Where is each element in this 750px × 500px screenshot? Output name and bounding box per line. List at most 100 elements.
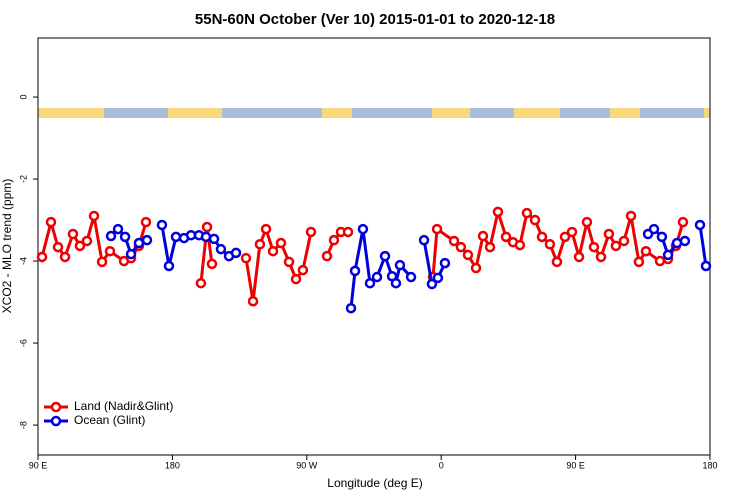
x-tick-label: 0 <box>439 460 444 470</box>
y-tick-label: -2 <box>18 175 28 183</box>
mask-ocean <box>222 108 322 118</box>
data-point <box>439 257 451 269</box>
data-point <box>170 231 182 243</box>
data-point <box>648 223 660 235</box>
data-point <box>700 260 712 272</box>
legend-label: Ocean (Glint) <box>74 413 145 427</box>
data-point <box>195 277 207 289</box>
data-point <box>573 251 585 263</box>
data-point <box>394 259 406 271</box>
data-point <box>275 237 287 249</box>
data-point <box>200 231 212 243</box>
data-point <box>500 231 512 243</box>
data-point <box>640 245 652 257</box>
data-point <box>206 258 218 270</box>
data-point <box>521 207 533 219</box>
data-point <box>470 262 482 274</box>
data-point <box>566 226 578 238</box>
data-point <box>208 233 220 245</box>
y-tick-label: -4 <box>18 257 28 265</box>
x-axis-label: Longitude (deg E) <box>327 476 422 490</box>
data-point <box>36 251 48 263</box>
data-point <box>215 243 227 255</box>
legend-marker <box>50 415 62 427</box>
data-point <box>432 272 444 284</box>
data-point <box>529 214 541 226</box>
data-point <box>74 240 86 252</box>
data-point <box>514 239 526 251</box>
land-ocean-mask <box>38 108 710 118</box>
data-point <box>119 231 131 243</box>
data-point <box>305 226 317 238</box>
mask-ocean <box>470 108 514 118</box>
data-point <box>349 265 361 277</box>
data-point <box>492 206 504 218</box>
data-point <box>260 223 272 235</box>
data-point <box>610 240 622 252</box>
data-point <box>677 216 689 228</box>
data-point <box>105 230 117 242</box>
data-point <box>559 231 571 243</box>
data-point <box>140 216 152 228</box>
data-point <box>455 241 467 253</box>
data-point <box>156 219 168 231</box>
mask-ocean <box>104 108 168 118</box>
data-point <box>104 245 116 257</box>
data-point <box>371 271 383 283</box>
data-point <box>112 223 124 235</box>
data-point <box>163 260 175 272</box>
data-point <box>45 216 57 228</box>
data-point <box>125 248 137 260</box>
x-tick-label: 180 <box>165 460 180 470</box>
data-point <box>595 251 607 263</box>
data-point <box>448 235 460 247</box>
data-point <box>551 256 563 268</box>
mask-ocean <box>560 108 610 118</box>
data-point <box>67 228 79 240</box>
y-tick-label: -6 <box>18 339 28 347</box>
data-point <box>364 277 376 289</box>
data-point <box>654 255 666 267</box>
legend-label: Land (Nadir&Glint) <box>74 399 173 413</box>
data-point <box>679 235 691 247</box>
data-point <box>379 250 391 262</box>
data-point <box>484 241 496 253</box>
data-point <box>581 216 593 228</box>
data-point <box>603 228 615 240</box>
data-point <box>254 238 266 250</box>
x-tick-label: 90 E <box>29 460 48 470</box>
data-point <box>418 234 430 246</box>
x-tick-label: 180 <box>702 460 717 470</box>
data-point <box>267 245 279 257</box>
data-point <box>431 223 443 235</box>
data-point <box>656 231 668 243</box>
data-point <box>240 252 252 264</box>
legend-marker <box>50 401 62 413</box>
data-point <box>426 278 438 290</box>
data-point <box>321 250 333 262</box>
data-point <box>694 219 706 231</box>
data-point <box>88 210 100 222</box>
y-tick-label: -8 <box>18 421 28 429</box>
data-point <box>283 256 295 268</box>
data-point <box>247 295 259 307</box>
data-point <box>544 238 556 250</box>
data-point <box>477 230 489 242</box>
data-point <box>141 234 153 246</box>
x-tick-label: 90 E <box>566 460 585 470</box>
data-point <box>357 223 369 235</box>
data-point <box>662 249 674 261</box>
data-point <box>230 247 242 259</box>
x-tick-label: 90 W <box>296 460 318 470</box>
data-point <box>588 241 600 253</box>
data-point <box>536 231 548 243</box>
y-axis-label: XCO2 - MLO trend (ppm) <box>0 179 14 314</box>
data-point <box>133 237 145 249</box>
y-tick-label: 0 <box>18 95 28 100</box>
data-point <box>297 264 309 276</box>
data-point <box>59 251 71 263</box>
mask-ocean <box>640 108 704 118</box>
data-point <box>342 226 354 238</box>
